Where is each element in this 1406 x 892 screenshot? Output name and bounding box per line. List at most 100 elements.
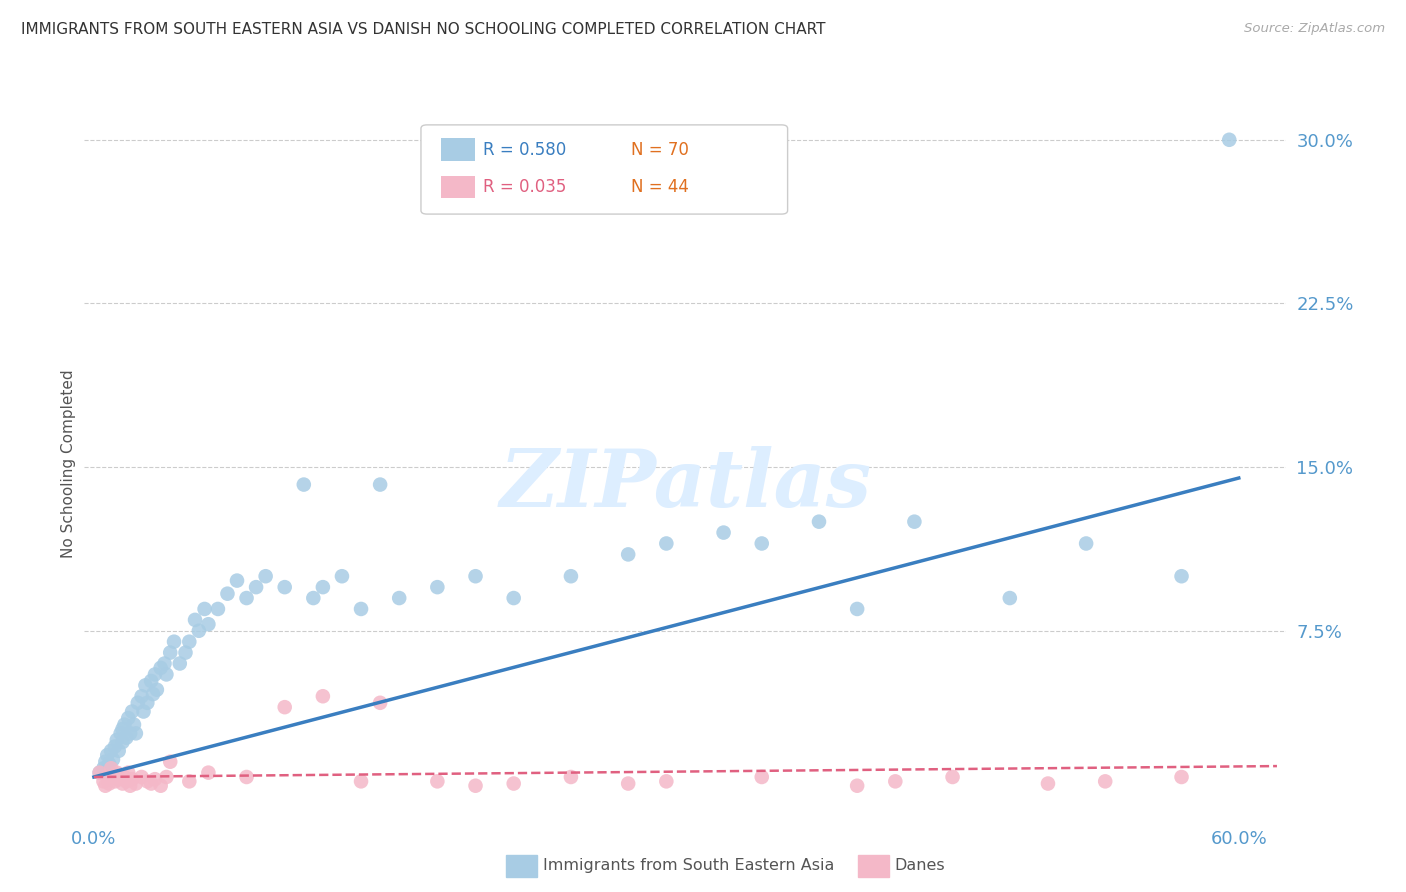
Point <box>1094 774 1116 789</box>
Point <box>117 711 139 725</box>
Text: R = 0.035: R = 0.035 <box>484 178 567 196</box>
Point <box>235 770 257 784</box>
Point <box>388 591 411 605</box>
Point <box>104 739 127 754</box>
Point <box>942 770 965 784</box>
Point <box>100 744 122 758</box>
Point <box>141 776 162 790</box>
Point <box>751 770 773 784</box>
Point <box>93 761 115 775</box>
Point <box>163 634 186 648</box>
Point <box>146 682 169 697</box>
Point <box>159 646 181 660</box>
Point <box>464 569 486 583</box>
Point <box>110 726 132 740</box>
Point <box>312 580 335 594</box>
Point <box>89 765 111 780</box>
Point <box>132 705 155 719</box>
Point <box>235 591 257 605</box>
Bar <box>441 138 475 161</box>
Point <box>136 774 159 789</box>
Text: Source: ZipAtlas.com: Source: ZipAtlas.com <box>1244 22 1385 36</box>
Point <box>502 776 524 790</box>
Point <box>98 756 121 771</box>
Point <box>143 667 166 681</box>
Point <box>120 726 142 740</box>
Point <box>136 696 159 710</box>
Point <box>149 661 172 675</box>
Point <box>105 732 128 747</box>
Point <box>274 580 297 594</box>
Point <box>426 774 449 789</box>
Point <box>96 748 118 763</box>
Point <box>122 717 145 731</box>
Point <box>125 726 148 740</box>
Point <box>998 591 1021 605</box>
Point <box>655 774 678 789</box>
Point <box>464 779 486 793</box>
Point <box>1036 776 1059 790</box>
Point <box>179 634 201 648</box>
Point <box>115 774 138 789</box>
Point <box>330 569 353 583</box>
Point <box>101 752 124 766</box>
Point <box>134 678 156 692</box>
Point <box>107 744 129 758</box>
Point <box>96 770 118 784</box>
Point <box>846 602 869 616</box>
Point <box>884 774 907 789</box>
Point <box>105 765 128 780</box>
Text: R = 0.580: R = 0.580 <box>484 141 567 159</box>
Point <box>207 602 229 616</box>
Point <box>1170 770 1192 784</box>
Bar <box>441 176 475 198</box>
Point <box>107 772 129 787</box>
Point <box>115 731 138 745</box>
Point <box>114 717 135 731</box>
Point <box>187 624 209 638</box>
Point <box>903 515 925 529</box>
Point <box>159 755 181 769</box>
Point <box>302 591 325 605</box>
Point <box>120 779 142 793</box>
Text: IMMIGRANTS FROM SOUTH EASTERN ASIA VS DANISH NO SCHOOLING COMPLETED CORRELATION : IMMIGRANTS FROM SOUTH EASTERN ASIA VS DA… <box>21 22 825 37</box>
Point <box>111 776 134 790</box>
Point <box>111 722 134 736</box>
Point <box>142 687 165 701</box>
Point <box>184 613 207 627</box>
Text: ZIPatlas: ZIPatlas <box>499 447 872 524</box>
Point <box>127 696 149 710</box>
Point <box>368 477 391 491</box>
Point <box>560 770 582 784</box>
Point <box>100 761 122 775</box>
Point <box>89 765 111 780</box>
Point <box>101 770 124 784</box>
Point <box>143 772 166 787</box>
Point <box>751 536 773 550</box>
Point <box>1170 569 1192 583</box>
Point <box>274 700 297 714</box>
Point <box>1218 133 1240 147</box>
Point <box>350 602 373 616</box>
Point <box>111 735 134 749</box>
Point <box>121 705 143 719</box>
Point <box>617 548 640 562</box>
Point <box>197 765 219 780</box>
Point <box>502 591 524 605</box>
Point <box>807 515 830 529</box>
Point <box>141 673 162 688</box>
Point <box>254 569 277 583</box>
FancyBboxPatch shape <box>420 125 787 214</box>
Point <box>117 765 139 780</box>
Point <box>125 776 148 790</box>
Point <box>131 690 153 704</box>
Point <box>350 774 373 789</box>
Point <box>174 646 197 660</box>
Point <box>713 525 735 540</box>
Point <box>155 770 177 784</box>
Point <box>131 770 153 784</box>
Text: Danes: Danes <box>894 858 945 872</box>
Text: N = 44: N = 44 <box>631 178 689 196</box>
Point <box>114 770 135 784</box>
Point <box>94 755 117 769</box>
